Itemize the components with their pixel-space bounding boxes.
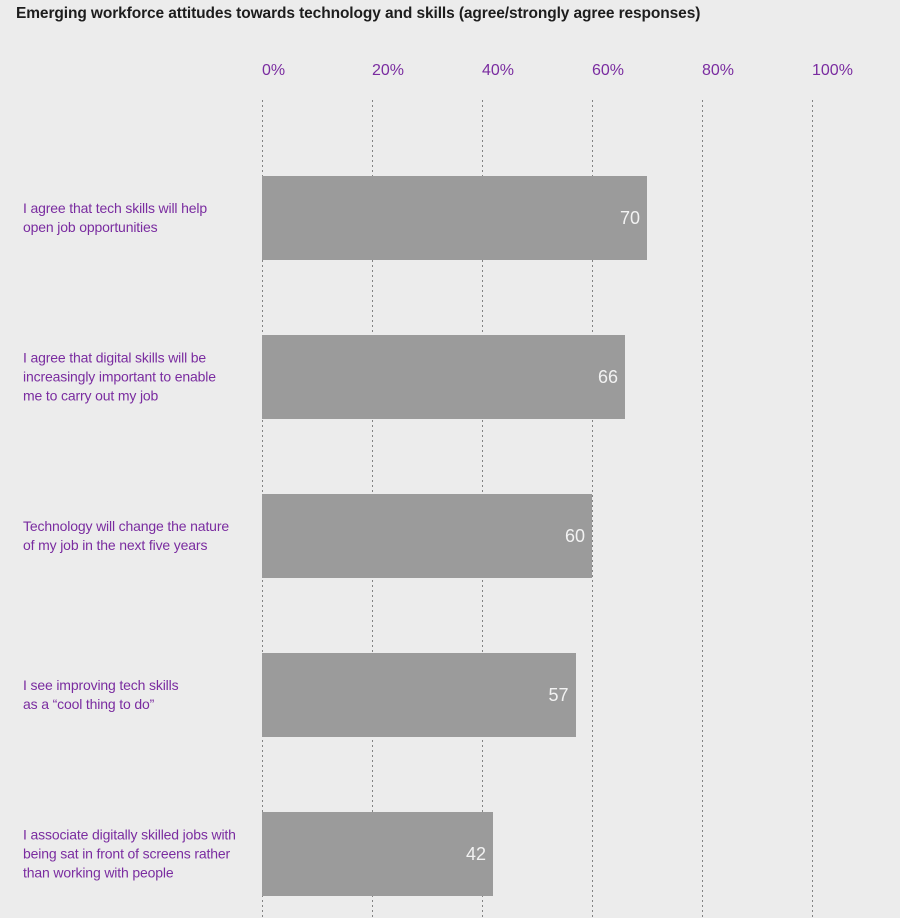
x-axis-tick-label: 20% (372, 62, 405, 79)
chart-row: I associate digitally skilled jobs with … (0, 812, 900, 896)
bar: 42 (262, 812, 493, 896)
chart-title: Emerging workforce attitudes towards tec… (16, 5, 701, 22)
category-label: I see improving tech skills as a “cool t… (23, 677, 179, 712)
chart-row: I see improving tech skills as a “cool t… (0, 653, 900, 737)
chart-row: I agree that digital skills will be incr… (0, 335, 900, 419)
bar: 66 (262, 335, 625, 419)
x-axis-tick-label: 60% (592, 62, 625, 79)
bar: 57 (262, 653, 576, 737)
x-axis-tick-label: 0% (262, 62, 286, 79)
chart-row: Technology will change the nature of my … (0, 494, 900, 578)
bar-value-label: 70 (619, 207, 640, 228)
bar-value-label: 57 (548, 684, 569, 705)
chart-row: I agree that tech skills will help open … (0, 176, 900, 260)
x-axis-tick-label: 80% (702, 62, 735, 79)
gridline (812, 100, 813, 918)
category-label: I associate digitally skilled jobs with … (23, 826, 236, 881)
category-label: I agree that tech skills will help open … (23, 200, 207, 235)
bar-value-label: 66 (597, 366, 618, 387)
bar: 70 (262, 176, 647, 260)
category-label: I agree that digital skills will be incr… (23, 349, 216, 404)
gridline (592, 100, 593, 918)
x-axis-tick-label: 100% (812, 62, 853, 79)
category-label: Technology will change the nature of my … (23, 518, 229, 553)
bar-value-label: 42 (465, 843, 486, 864)
bar-value-label: 60 (564, 525, 585, 546)
gridline (702, 100, 703, 918)
bar: 60 (262, 494, 592, 578)
x-axis-tick-label: 40% (482, 62, 515, 79)
